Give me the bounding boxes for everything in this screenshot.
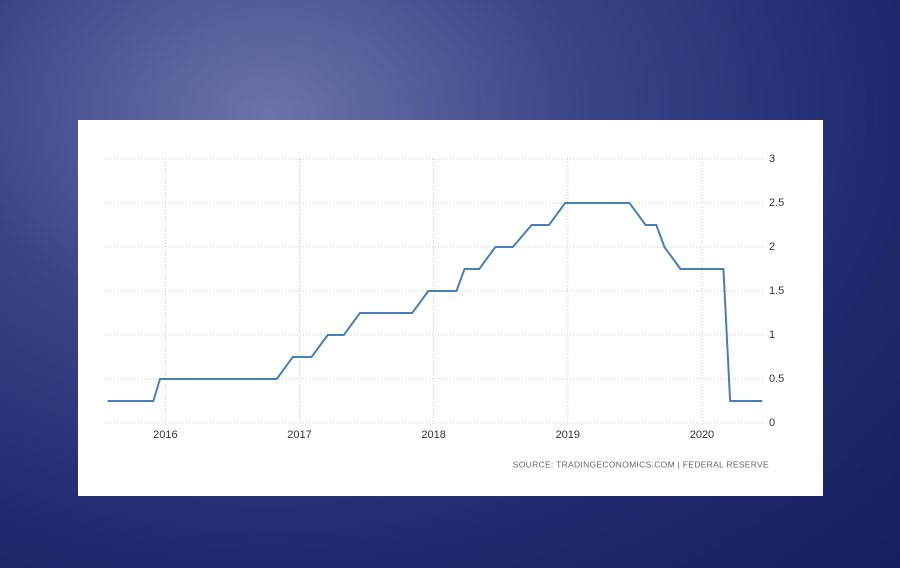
- line: [107, 202, 763, 402]
- y-tick-label: 0: [769, 417, 775, 429]
- source: SOURCE: TRADINGECONOMICS.COM | FEDERAL R…: [513, 459, 769, 469]
- x-tick-label: 2017: [287, 429, 311, 441]
- y-tick-label: 0.5: [769, 373, 784, 385]
- y-tick-label: 3: [769, 153, 775, 165]
- x-tick-label: 2019: [556, 429, 580, 441]
- y-tick-label: 2: [769, 241, 775, 253]
- x-tick-label: 2020: [690, 429, 714, 441]
- y-tick-label: 2.5: [769, 197, 784, 209]
- x-tick-label: 2018: [421, 429, 445, 441]
- y-tick-label: 1.5: [769, 285, 784, 297]
- chart-panel: [78, 120, 823, 496]
- x-tick-label: 2016: [153, 429, 177, 441]
- y-tick-label: 1: [769, 329, 775, 341]
